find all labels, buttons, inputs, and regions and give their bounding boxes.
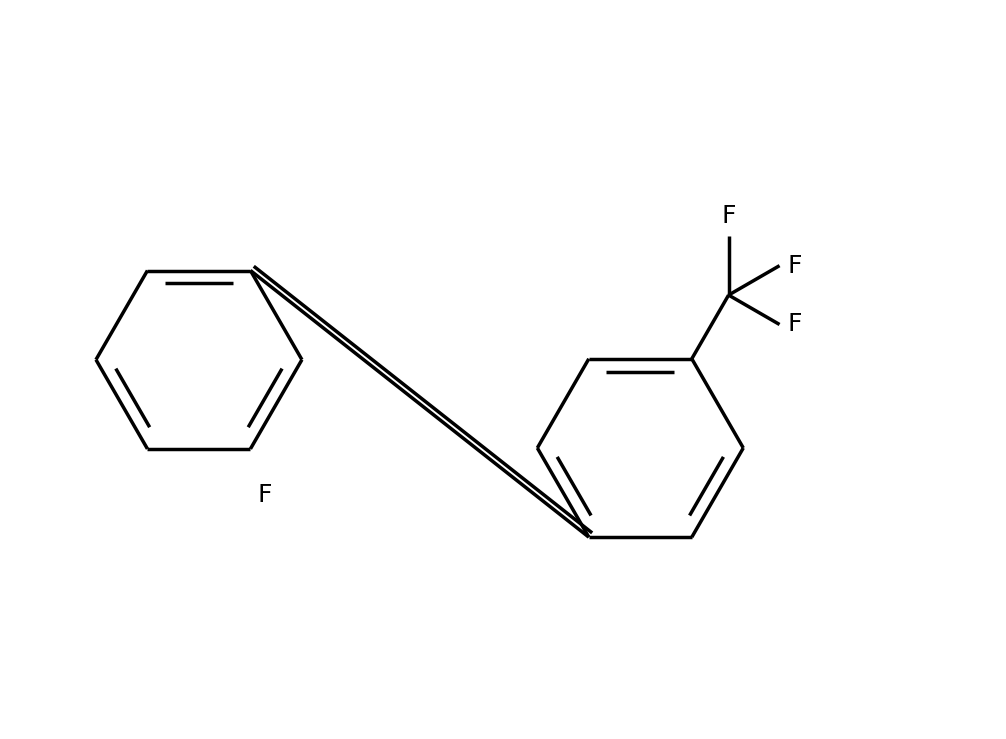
Text: F: F [788, 313, 802, 336]
Text: F: F [258, 483, 273, 507]
Text: F: F [721, 205, 735, 228]
Text: F: F [788, 253, 802, 278]
